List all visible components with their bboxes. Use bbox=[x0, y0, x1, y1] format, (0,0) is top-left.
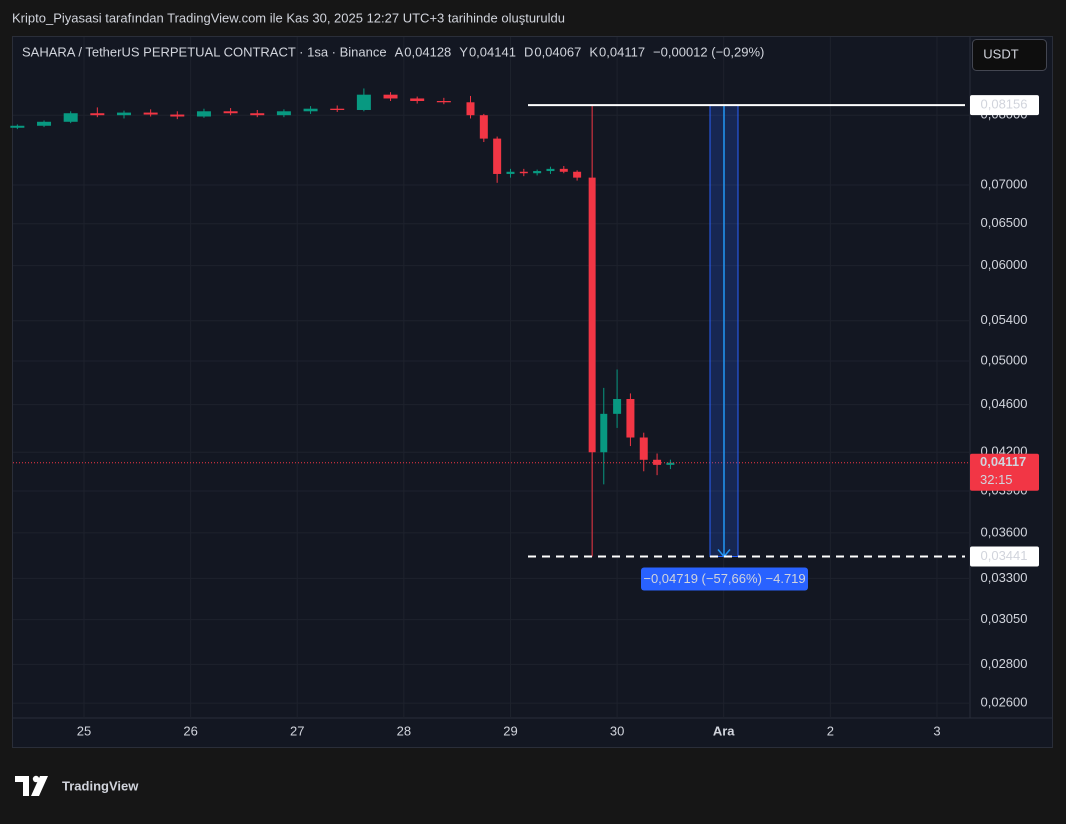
y-tick-label: 0,06000 bbox=[981, 257, 1028, 272]
logo-shape bbox=[31, 776, 48, 796]
y-tick-label: 0,07000 bbox=[981, 176, 1028, 191]
candle-body bbox=[466, 102, 475, 116]
x-tick-label: 26 bbox=[183, 723, 197, 738]
candle-body bbox=[613, 399, 622, 414]
legend-key: A bbox=[395, 44, 404, 59]
price-line-label: 0,03441 bbox=[981, 548, 1028, 563]
y-tick-label: 0,02800 bbox=[981, 656, 1028, 671]
candle-body bbox=[63, 113, 78, 122]
candle-body bbox=[383, 94, 398, 99]
last-price-box bbox=[970, 453, 1039, 491]
candle-body bbox=[90, 113, 105, 116]
candle-body bbox=[170, 114, 185, 117]
legend-value: 0,04117 bbox=[599, 44, 645, 59]
candle-body bbox=[519, 171, 528, 174]
y-tick-label: 0,04600 bbox=[981, 396, 1028, 411]
x-tick-label: 27 bbox=[290, 723, 304, 738]
caption: Kripto_Piyasasi tarafından TradingView.c… bbox=[12, 10, 565, 25]
last-price-label: 0,04117 bbox=[980, 454, 1026, 469]
x-tick-label: 29 bbox=[503, 723, 517, 738]
candle-body bbox=[653, 459, 662, 465]
logo-text: TradingView bbox=[62, 778, 139, 793]
legend-value: 0,04067 bbox=[534, 44, 581, 59]
candle-body bbox=[588, 177, 596, 453]
x-tick-label: 28 bbox=[397, 723, 411, 738]
chart-title: SAHARA / TetherUS PERPETUAL CONTRACT · 1… bbox=[22, 44, 387, 59]
y-tick-label: 0,05000 bbox=[981, 352, 1028, 367]
candle-body bbox=[626, 399, 635, 438]
chart-pane bbox=[12, 36, 1053, 748]
measure-label-box bbox=[641, 567, 808, 591]
measure-label: −0,04719 (−57,66%) −4.719 bbox=[643, 571, 805, 586]
y-tick-label: 0,03600 bbox=[981, 524, 1028, 539]
candle-body bbox=[600, 413, 608, 453]
currency-button[interactable] bbox=[972, 39, 1047, 71]
candle-body bbox=[37, 121, 52, 126]
x-tick-label: 2 bbox=[827, 723, 834, 738]
x-tick-label: Ara bbox=[713, 723, 735, 738]
countdown-label: 32:15 bbox=[980, 472, 1013, 487]
price-line-label-box bbox=[970, 95, 1039, 116]
legend-key: Y bbox=[459, 44, 468, 59]
y-tick-label: 0,05400 bbox=[981, 312, 1028, 327]
logo-shape bbox=[32, 775, 40, 783]
grid: 0,026000,028000,030500,033000,036000,039… bbox=[13, 37, 1028, 738]
legend-key: D bbox=[524, 44, 533, 59]
ohlc-legend: A 0,04128 Y 0,04141 D 0,04067 K 0,04117 −0,00012… bbox=[395, 44, 765, 59]
price-line-label-box bbox=[970, 546, 1039, 567]
candle-body bbox=[196, 111, 211, 117]
legend-value: 0,04141 bbox=[469, 44, 516, 59]
candle-body bbox=[436, 101, 451, 103]
y-tick-label: 0,02600 bbox=[981, 695, 1028, 710]
candle-body bbox=[493, 138, 502, 174]
candle-body bbox=[559, 168, 568, 172]
candle-body bbox=[356, 94, 371, 110]
logo-icon bbox=[15, 775, 48, 796]
legend-value: 0,04128 bbox=[404, 44, 451, 59]
candle-body bbox=[276, 111, 291, 116]
candle-body bbox=[330, 108, 345, 110]
candle-body bbox=[546, 168, 555, 172]
logo-shape bbox=[15, 776, 29, 796]
currency-label[interactable]: USDT bbox=[983, 46, 1018, 61]
x-tick-label: 25 bbox=[77, 723, 91, 738]
candle-body bbox=[639, 437, 648, 460]
x-tick-label: 30 bbox=[610, 723, 624, 738]
candle-body bbox=[479, 115, 488, 139]
candle-body bbox=[666, 462, 675, 465]
candle-body bbox=[116, 112, 131, 116]
y-tick-label: 0,03300 bbox=[981, 570, 1028, 585]
overlays: −0,04719 (−57,66%) −4.719 0,08156 0,03441 0… bbox=[13, 95, 1039, 591]
candle-body bbox=[506, 171, 515, 174]
candles bbox=[10, 88, 675, 557]
price-line-label: 0,08156 bbox=[981, 97, 1028, 112]
legend-change: −0,00012 (−0,29%) bbox=[653, 44, 764, 59]
legend-key: K bbox=[589, 44, 598, 59]
x-tick-label: 3 bbox=[933, 723, 940, 738]
candle-body bbox=[533, 171, 542, 174]
candle-body bbox=[573, 171, 582, 178]
candle-body bbox=[223, 111, 238, 114]
candle-body bbox=[250, 113, 265, 116]
candle-body bbox=[410, 98, 425, 102]
candle-body bbox=[10, 125, 25, 128]
candle-body bbox=[303, 108, 318, 112]
y-tick-label: 0,06500 bbox=[981, 215, 1028, 230]
candle-body bbox=[143, 112, 158, 115]
y-tick-label: 0,03050 bbox=[981, 611, 1028, 626]
